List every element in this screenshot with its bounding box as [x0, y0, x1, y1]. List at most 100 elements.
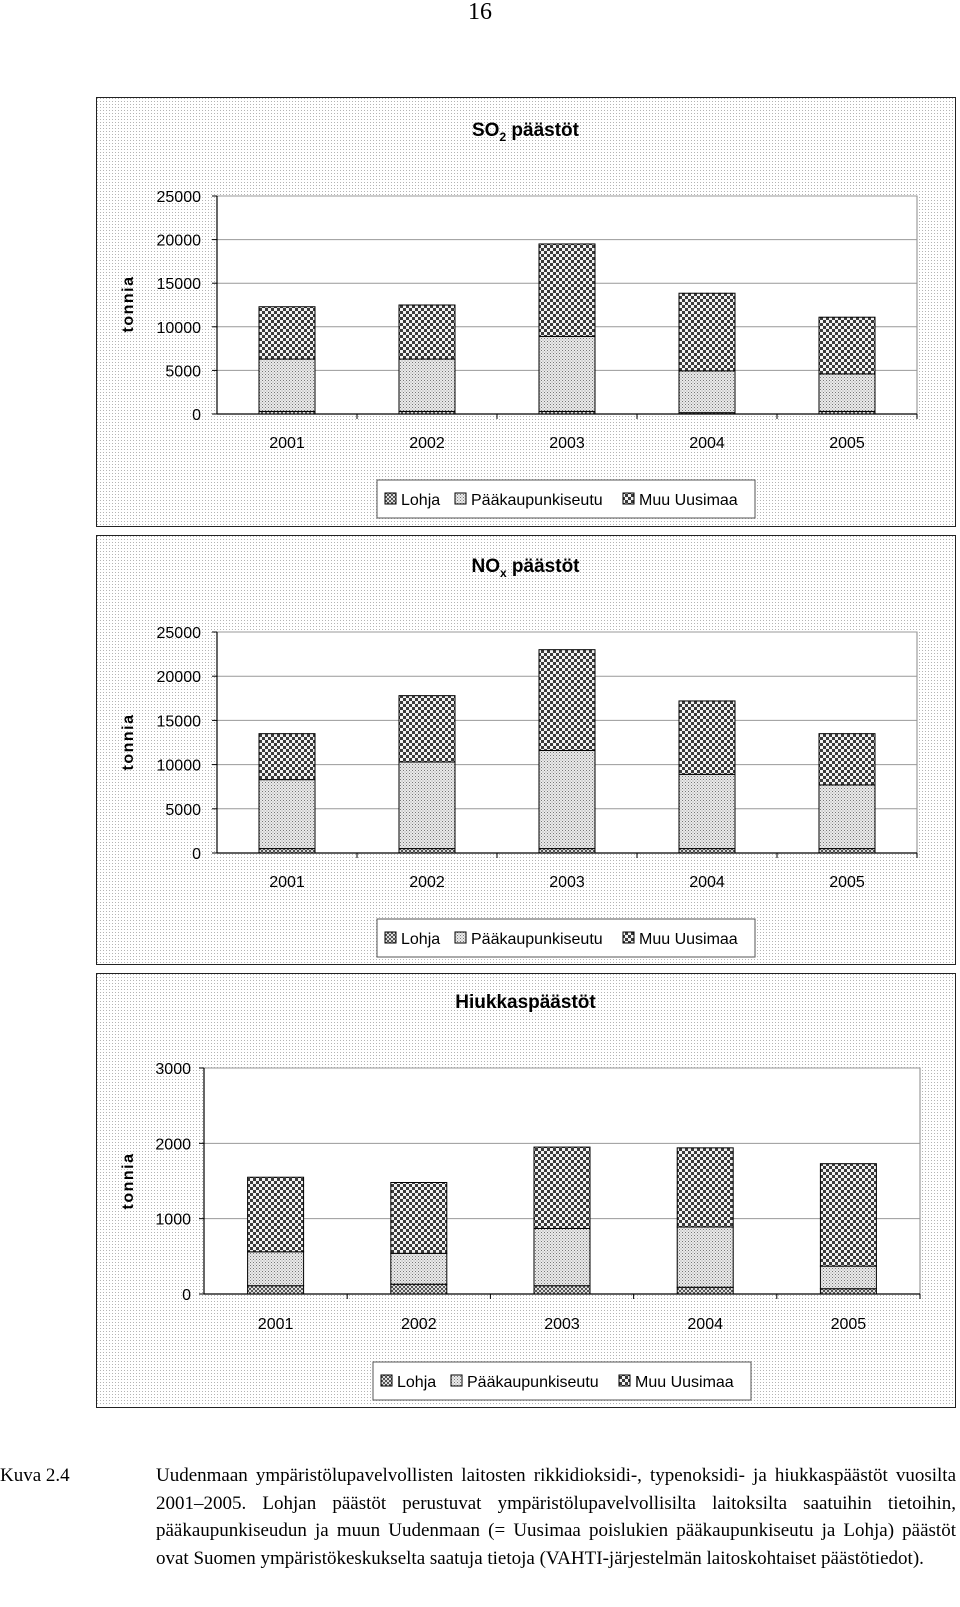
x-tick-label: 2005 — [829, 874, 865, 891]
particulate-chart-panel: Hiukkaspäästöt 0 1000 2000 3000 tonnia 2001 200… — [96, 973, 956, 1408]
legend-swatch — [618, 1374, 631, 1387]
chart-title: NOx päästöt — [471, 556, 580, 580]
legend-swatch — [454, 931, 467, 944]
y-axis-label: tonnia — [120, 714, 137, 771]
legend-box — [376, 918, 756, 958]
bar-segment-muu-uusimaa — [676, 1147, 734, 1228]
bar-segment-lohja — [678, 848, 736, 854]
chart-svg: SO2 päästöt 0 5000 10000 15000 20000 25000 tonn… — [97, 98, 954, 525]
legend-swatch — [450, 1374, 463, 1387]
page-number: 16 — [468, 0, 492, 25]
legend-label: Muu Uusimaa — [639, 931, 738, 948]
bar-segment-muu-uusimaa — [678, 292, 736, 372]
bar-segment-lohja — [819, 1288, 877, 1295]
bar-segment-muu-uusimaa — [678, 700, 736, 775]
legend-swatch — [622, 492, 635, 505]
legend-label: Muu Uusimaa — [635, 1374, 734, 1391]
legend-swatch — [454, 492, 467, 505]
y-tick-label: 0 — [192, 407, 201, 424]
bar-segment-lohja — [390, 1283, 448, 1295]
legend: Lohja Pääkaupunkiseutu Muu Uusimaa — [376, 479, 756, 519]
bar-segment-muu-uusimaa — [533, 1146, 591, 1229]
legend-label: Lohja — [397, 1374, 436, 1391]
chart-title: Hiukkaspäästöt — [455, 992, 596, 1013]
y-tick-label: 2000 — [155, 1136, 191, 1153]
y-axis-label: tonnia — [120, 1153, 137, 1210]
y-tick-label: 3000 — [155, 1061, 191, 1078]
legend-box — [372, 1361, 752, 1401]
bar-segment-lohja — [398, 848, 456, 854]
bar-segment-paakaupunkiseutu — [676, 1226, 734, 1288]
legend-box — [376, 479, 756, 519]
y-tick-label: 25000 — [157, 625, 202, 642]
bar-segment-paakaupunkiseutu — [678, 773, 736, 850]
bar-segment-muu-uusimaa — [538, 243, 596, 337]
legend-swatch — [384, 931, 397, 944]
bar-segment-lohja — [533, 1285, 591, 1295]
legend-label: Pääkaupunkiseutu — [471, 492, 603, 509]
y-tick-label: 25000 — [157, 189, 202, 206]
x-tick-label: 2002 — [409, 874, 445, 891]
chart-svg: NOx päästöt 0 5000 10000 15000 20000 25000 tonn… — [97, 536, 954, 963]
bar-segment-paakaupunkiseutu — [258, 358, 316, 412]
nox-chart-panel: NOx päästöt 0 5000 10000 15000 20000 25000 tonn… — [96, 535, 956, 965]
x-tick-label: 2001 — [269, 435, 305, 452]
legend-swatch — [380, 1374, 393, 1387]
chart-svg: Hiukkaspäästöt 0 1000 2000 3000 tonnia 2001 200… — [97, 974, 954, 1406]
y-tick-label: 0 — [182, 1287, 191, 1304]
legend-label: Lohja — [401, 931, 440, 948]
legend-label: Pääkaupunkiseutu — [471, 931, 603, 948]
x-tick-label: 2002 — [401, 1316, 437, 1333]
y-tick-label: 10000 — [157, 320, 202, 337]
x-tick-label: 2004 — [689, 874, 725, 891]
x-tick-label: 2003 — [544, 1316, 580, 1333]
bar-segment-paakaupunkiseutu — [818, 373, 876, 412]
x-tick-label: 2005 — [829, 435, 865, 452]
bar-segment-paakaupunkiseutu — [258, 779, 316, 850]
x-tick-label: 2001 — [269, 874, 305, 891]
bar-segment-muu-uusimaa — [398, 695, 456, 763]
bar-segment-muu-uusimaa — [538, 649, 596, 751]
y-axis-label: tonnia — [120, 276, 137, 333]
x-tick-label: 2004 — [687, 1316, 723, 1333]
bar-segment-paakaupunkiseutu — [819, 1265, 877, 1290]
x-tick-label: 2001 — [258, 1316, 294, 1333]
x-tick-label: 2003 — [549, 435, 585, 452]
bar-segment-muu-uusimaa — [818, 316, 876, 375]
bar-segment-paakaupunkiseutu — [818, 784, 876, 850]
bar-segment-muu-uusimaa — [398, 304, 456, 360]
caption-text: Uudenmaan ympäristölupavelvollisten lait… — [156, 1465, 956, 1569]
y-tick-label: 0 — [192, 846, 201, 863]
caption-label: Kuva 2.4 — [0, 1465, 70, 1486]
bar-segment-muu-uusimaa — [258, 306, 316, 360]
legend: Lohja Pääkaupunkiseutu Muu Uusimaa — [376, 918, 756, 958]
legend-label: Lohja — [401, 492, 440, 509]
bar-segment-lohja — [258, 848, 316, 854]
y-tick-label: 5000 — [165, 363, 201, 380]
legend-swatch — [384, 492, 397, 505]
x-tick-label: 2004 — [689, 435, 725, 452]
chart-title: SO2 päästöt — [472, 120, 580, 144]
y-tick-label: 1000 — [155, 1212, 191, 1229]
legend-label: Muu Uusimaa — [639, 492, 738, 509]
so2-chart-panel: SO2 päästöt 0 5000 10000 15000 20000 25000 tonn… — [96, 97, 956, 527]
bar-segment-lohja — [538, 848, 596, 854]
y-tick-label: 20000 — [157, 669, 202, 686]
legend-swatch — [622, 931, 635, 944]
bar-segment-muu-uusimaa — [258, 733, 316, 781]
bar-segment-lohja — [247, 1285, 305, 1295]
bar-segment-paakaupunkiseutu — [538, 749, 596, 850]
y-tick-label: 10000 — [157, 758, 202, 775]
bar-segment-paakaupunkiseutu — [398, 358, 456, 412]
bar-segment-paakaupunkiseutu — [538, 335, 596, 412]
bar-segment-muu-uusimaa — [247, 1176, 305, 1253]
y-tick-label: 5000 — [165, 802, 201, 819]
bar-segment-paakaupunkiseutu — [398, 761, 456, 850]
y-tick-label: 15000 — [157, 713, 202, 730]
bar-segment-lohja — [818, 848, 876, 854]
legend-label: Pääkaupunkiseutu — [467, 1374, 599, 1391]
bar-segment-muu-uusimaa — [818, 733, 876, 786]
bar-segment-paakaupunkiseutu — [678, 370, 736, 414]
y-tick-label: 20000 — [157, 233, 202, 250]
x-tick-label: 2002 — [409, 435, 445, 452]
